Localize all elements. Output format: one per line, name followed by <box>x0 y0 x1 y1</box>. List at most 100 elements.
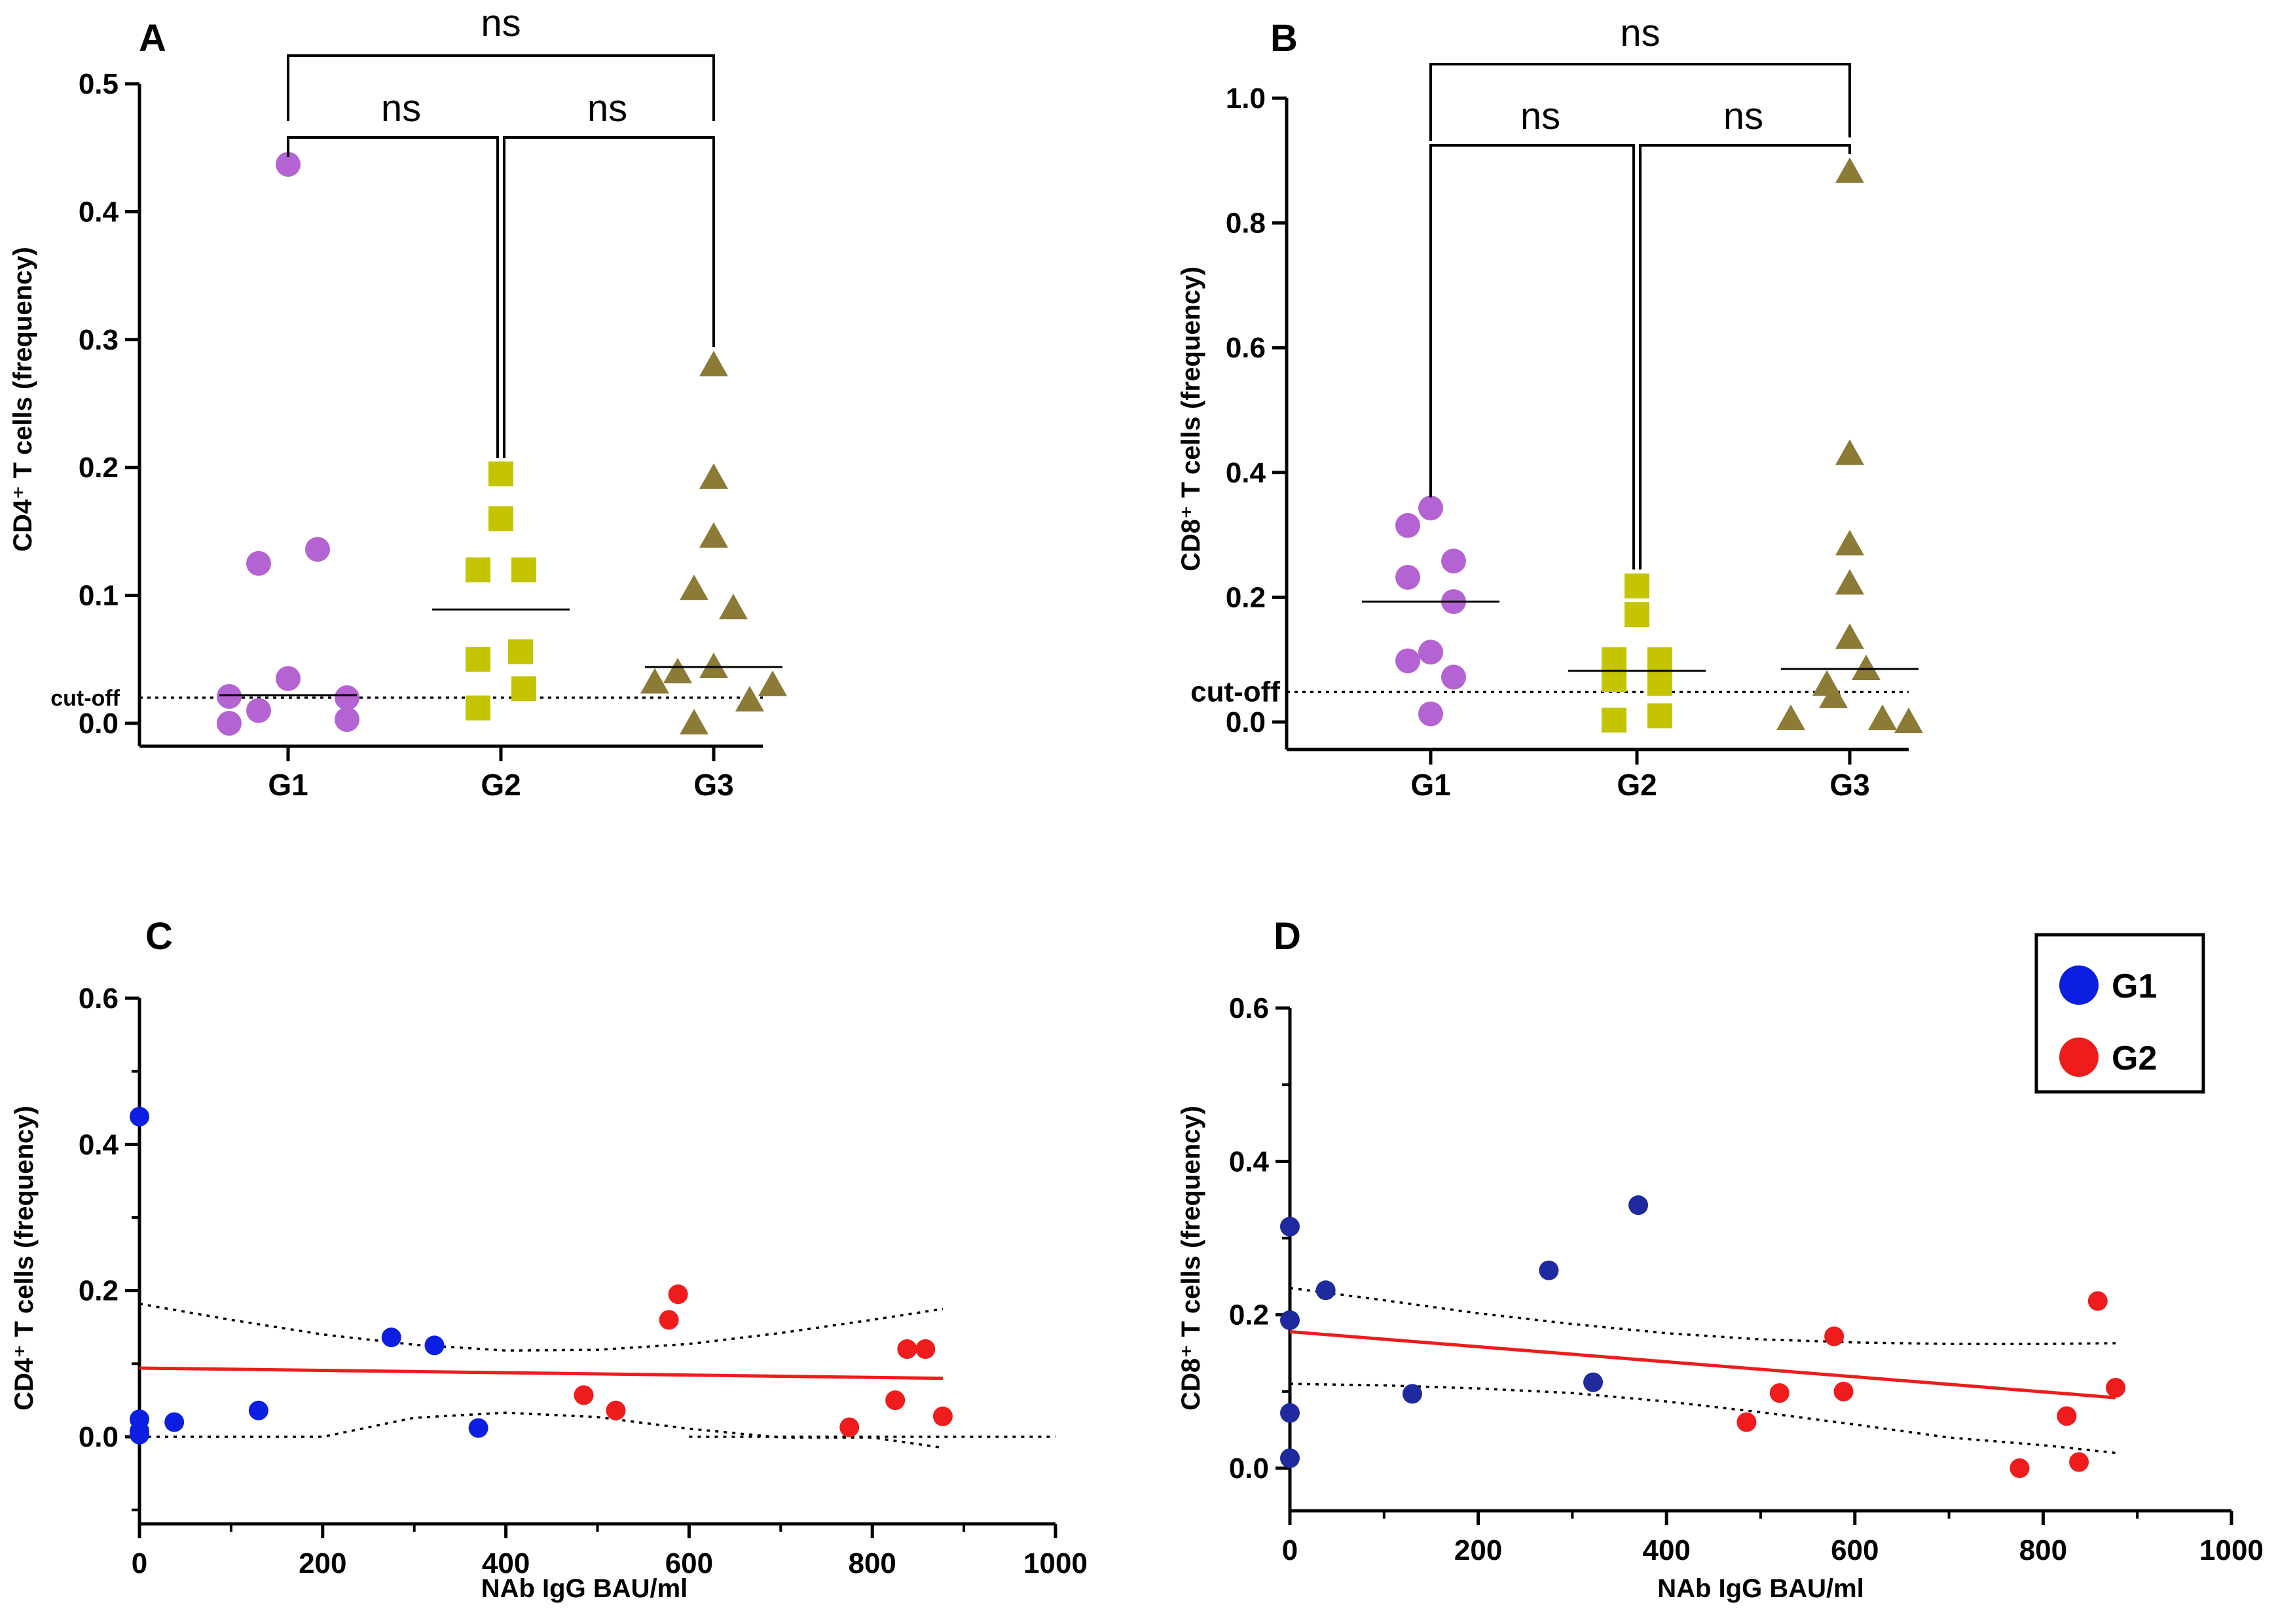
data-point-G2 <box>1824 1326 1845 1346</box>
data-point-G1 <box>1628 1195 1649 1216</box>
y-tick-label: 0.0 <box>79 708 119 740</box>
data-point-G1 <box>1280 1310 1300 1330</box>
data-point-G1 <box>335 707 359 732</box>
x-tick-label: 600 <box>1831 1534 1879 1566</box>
data-point-G1 <box>130 1424 149 1445</box>
data-point-G1 <box>217 711 242 736</box>
panel-B: B 0.0 0.2 0.4 0.6 0.8 1.0 G1 G2 G3 CD8⁺ T cells (f… <box>1177 12 1923 802</box>
y-tick-label: 0.6 <box>1226 332 1266 364</box>
significance-label: ns <box>381 87 421 130</box>
x-tick-label: 800 <box>848 1547 896 1579</box>
cutoff-label: cut-off <box>50 686 120 711</box>
data-point-G2 <box>1602 708 1626 733</box>
data-point-G3 <box>1868 704 1897 731</box>
data-point-G1 <box>1395 648 1420 674</box>
data-point-G3 <box>699 522 728 548</box>
data-point-G3 <box>1835 439 1864 465</box>
x-tick-label: 600 <box>665 1547 713 1579</box>
data-point-G1 <box>468 1418 488 1438</box>
data-point-G2 <box>1647 703 1672 729</box>
data-point-G3 <box>719 594 748 620</box>
data-point-G2 <box>511 557 536 583</box>
data-point-G3 <box>699 463 728 489</box>
y-tick-label: 0.4 <box>1226 457 1266 489</box>
data-point-G1 <box>248 1400 268 1420</box>
data-point-G3 <box>735 685 764 712</box>
y-tick-label: 0.2 <box>79 1275 119 1307</box>
data-point-G1 <box>1280 1403 1300 1423</box>
data-point-G1 <box>217 683 242 709</box>
data-point-G2 <box>839 1417 860 1437</box>
data-point-G1 <box>276 666 301 691</box>
data-point-G2 <box>932 1406 953 1426</box>
data-point-G2 <box>2010 1458 2030 1478</box>
data-point-G2 <box>897 1339 917 1359</box>
significance-label: ns <box>587 87 627 130</box>
data-point-G1 <box>246 550 271 576</box>
data-point-G3 <box>699 653 728 679</box>
significance-label: ns <box>481 2 521 45</box>
data-point-G2 <box>1736 1412 1757 1432</box>
x-tick-label: 200 <box>299 1547 346 1579</box>
data-point-G1 <box>130 1106 149 1127</box>
data-point-G2 <box>1624 573 1649 599</box>
data-point-G1 <box>1441 664 1466 690</box>
panel-letter: A <box>139 17 166 60</box>
x-tick-label: G3 <box>1829 768 1869 802</box>
y-tick-label: 0.2 <box>79 452 119 484</box>
data-point-G3 <box>758 670 787 696</box>
y-tick-label: 0.5 <box>79 68 119 100</box>
data-point-G2 <box>915 1339 936 1359</box>
panel-D: D 0.0 0.2 0.4 0.6 0 200 400 600 800 1000 NAb IgG BA… <box>1177 915 2264 1603</box>
panel-A: A 0.0 0.1 0.2 0.3 0.4 0.5 G1 G2 G3 CD4⁺ T cells (f… <box>9 2 787 802</box>
regression-line <box>139 1366 943 1380</box>
legend-label: G2 <box>2112 1039 2157 1077</box>
data-point-G2 <box>488 506 513 532</box>
legend-label: G1 <box>2112 967 2157 1005</box>
x-tick-label: G3 <box>693 768 733 802</box>
data-point-G2 <box>2057 1406 2077 1426</box>
significance-label: ns <box>1520 95 1560 137</box>
legend-marker-G1 <box>2059 965 2099 1005</box>
data-point-G2 <box>511 676 536 702</box>
data-point-G1 <box>335 685 359 710</box>
data-point-G1 <box>1315 1280 1336 1301</box>
y-axis-title: CD4⁺ T cells (frequency) <box>9 247 37 552</box>
data-point-G1 <box>1395 513 1420 538</box>
y-tick-label: 0.0 <box>79 1421 119 1453</box>
data-point-G3 <box>1776 704 1805 731</box>
data-point-G1 <box>246 698 271 723</box>
data-point-G2 <box>466 557 490 583</box>
confidence-band-ci_upper <box>139 1303 944 1352</box>
y-tick-label: 0.8 <box>1226 208 1266 240</box>
bracket-g1-g3 <box>287 54 715 121</box>
x-tick-label: G2 <box>481 768 521 802</box>
y-tick-label: 0.3 <box>79 324 119 356</box>
panel-C: C 0.0 0.2 0.4 0.6 0 200 400 600 800 1000 NAb IgG BA… <box>10 915 1088 1603</box>
y-tick-label: 1.0 <box>1226 82 1266 115</box>
data-point-G3 <box>640 668 669 694</box>
x-tick-label: G1 <box>268 768 308 802</box>
data-point-G1 <box>1418 701 1443 727</box>
data-point-G3 <box>699 350 728 376</box>
x-tick-label: 1000 <box>1023 1547 1088 1579</box>
x-tick-label: 400 <box>482 1547 530 1579</box>
x-tick-label: 0 <box>132 1547 147 1579</box>
y-tick-label: 0.0 <box>1226 706 1266 738</box>
data-point-G2 <box>2069 1452 2089 1472</box>
data-point-G3 <box>1852 654 1881 680</box>
data-point-G2 <box>1647 647 1672 672</box>
y-axis-title: CD8⁺ T cells (frequency) <box>1177 266 1205 571</box>
data-point-G1 <box>1418 640 1443 665</box>
y-tick-label: 0.4 <box>79 196 119 228</box>
data-point-G2 <box>466 695 490 721</box>
legend: G1 G2 <box>2034 933 2205 1094</box>
y-tick-label: 0.6 <box>1229 992 1269 1024</box>
data-point-G2 <box>1624 602 1649 628</box>
x-tick-label: 1000 <box>2199 1534 2264 1566</box>
bracket-g1-g2 <box>287 136 499 458</box>
y-tick-label: 0.2 <box>1229 1299 1269 1331</box>
y-tick-label: 0.2 <box>1226 581 1266 613</box>
data-point-G2 <box>508 639 533 664</box>
data-point-G1 <box>1395 564 1420 590</box>
